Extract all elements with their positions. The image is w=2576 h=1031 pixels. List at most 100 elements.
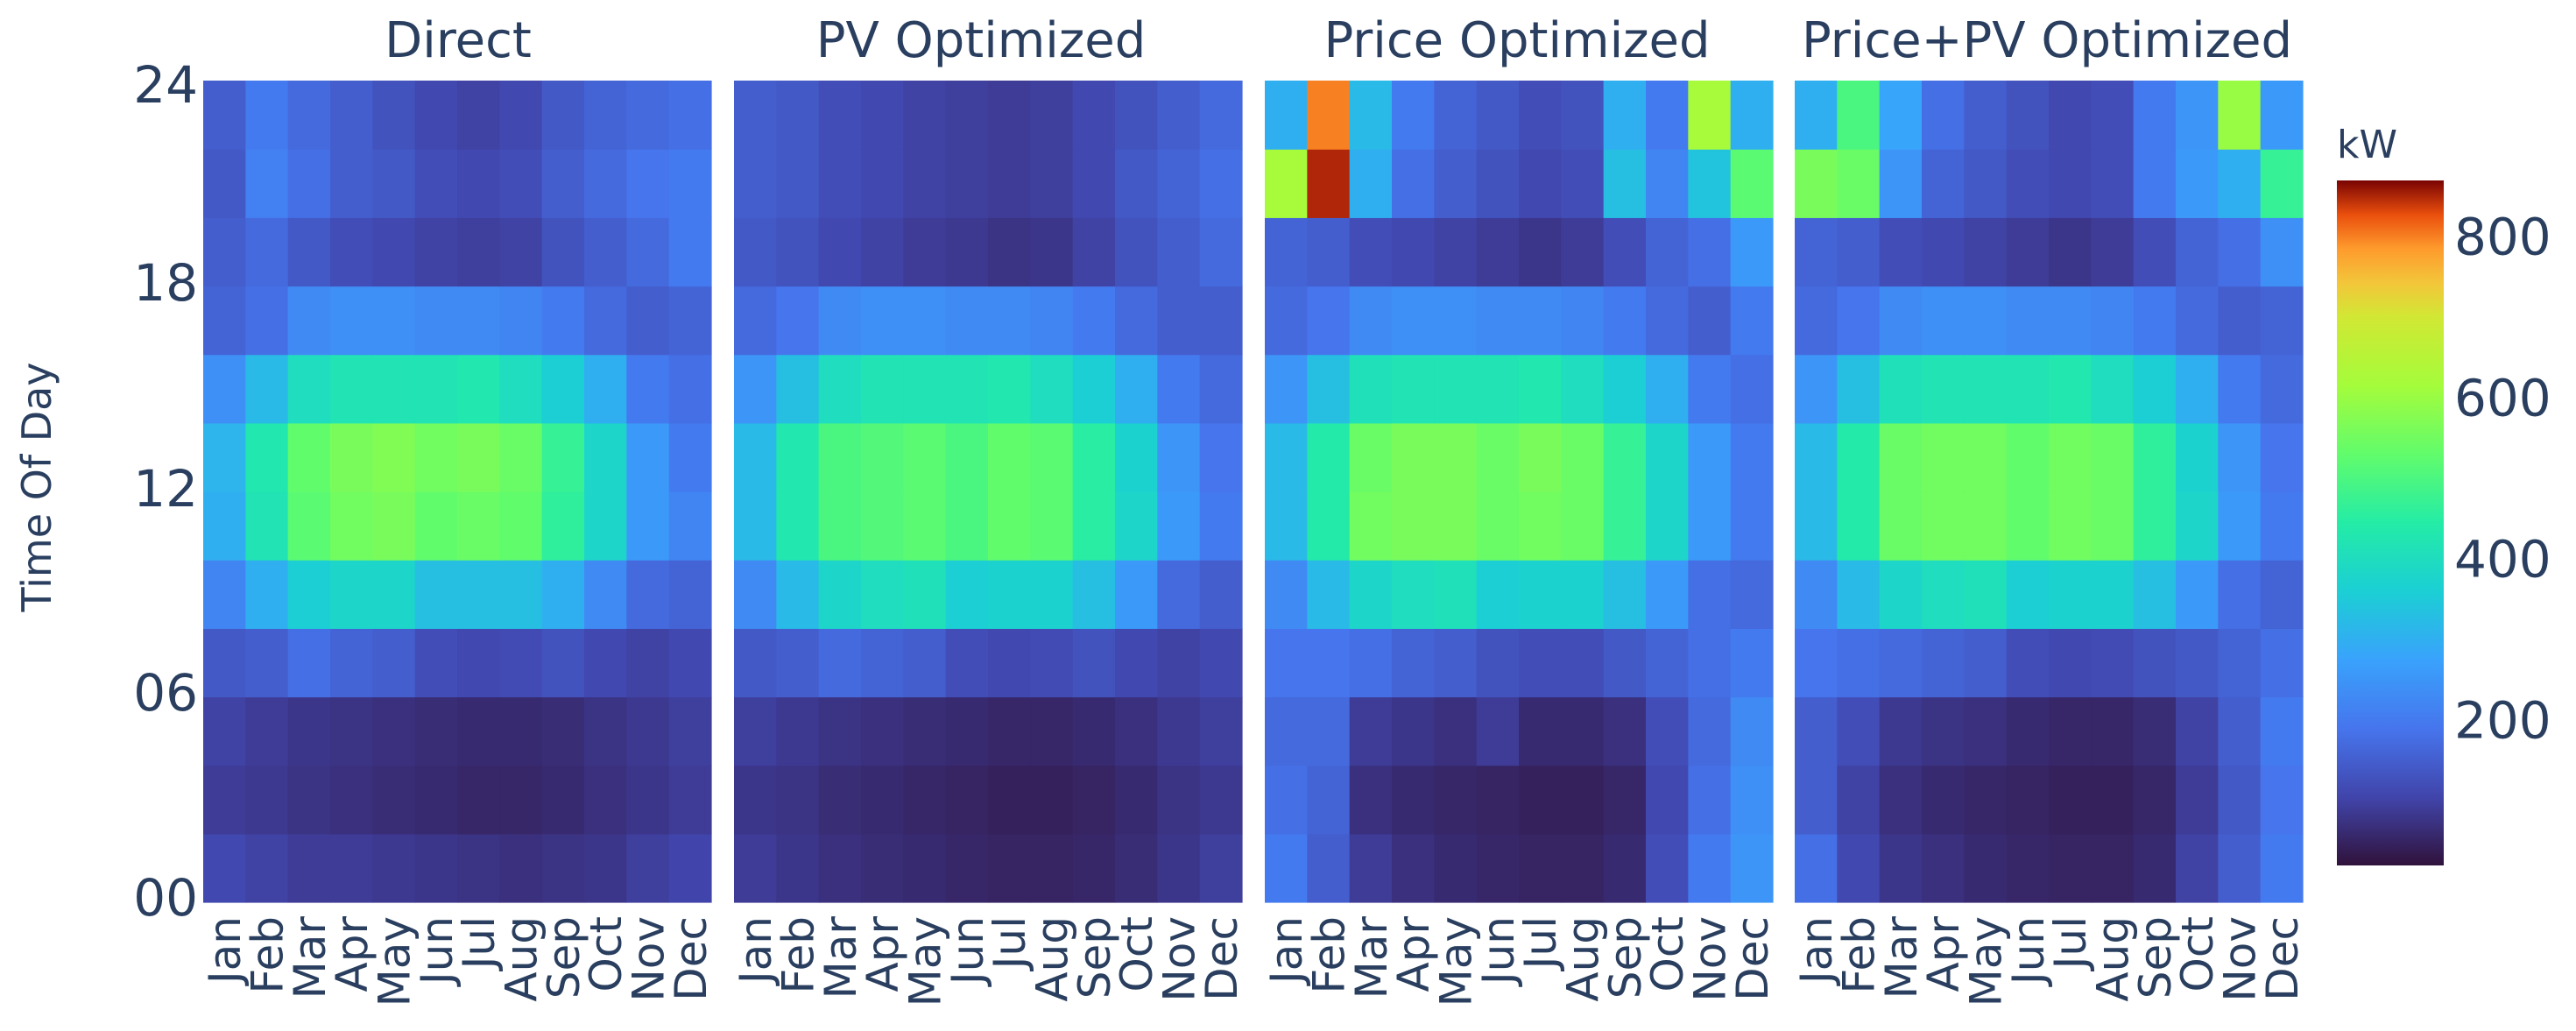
heatmap-cell [541,286,585,356]
heatmap-cell [1157,560,1201,629]
heatmap-cell [1072,149,1116,218]
heatmap-cell [1115,833,1158,903]
heatmap-cell [903,149,947,218]
heatmap-cell [2133,354,2177,424]
heatmap-cell [2049,491,2092,561]
month-tick-label: May [900,916,951,1006]
heatmap-cell [499,81,543,150]
heatmap-cell [499,286,543,356]
heatmap-cell [1646,149,1689,218]
heatmap-cell [287,286,331,356]
heatmap-cell [1476,765,1520,835]
heatmap-cell [1115,628,1158,698]
heatmap-cell [2133,286,2177,356]
heatmap-cell [414,354,458,424]
heatmap-cell [1519,217,1562,287]
heatmap-cell [2091,833,2135,903]
heatmap-cell [2091,491,2135,561]
heatmap-cell [203,491,246,561]
heatmap-cell [414,833,458,903]
month-tick-label: Dec [1727,916,1778,1001]
heatmap-cell [1688,217,1732,287]
heatmap-cell [903,286,947,356]
heatmap-cell [584,833,627,903]
heatmap-cell [584,286,627,356]
heatmap-cell [945,149,989,218]
heatmap-cell [584,149,627,218]
heatmap-cell [903,833,947,903]
heatmap-cell [818,149,862,218]
heatmap-cell [1730,491,1774,561]
heatmap-cell [1030,696,1074,766]
heatmap-cell [330,149,373,218]
heatmap-cell [1561,491,1605,561]
heatmap-cell [1476,833,1520,903]
heatmap-cell [1199,491,1243,561]
heatmap-cell [1392,149,1435,218]
heatmap-cell [1603,354,1647,424]
month-tick-label: Oct [1642,916,1693,992]
heatmap-cell [945,286,989,356]
heatmap-cell [668,696,712,766]
heatmap-cell [734,696,777,766]
heatmap-cell [776,696,820,766]
heatmap-cell [2006,833,2050,903]
heatmap-cell [1730,149,1774,218]
heatmap-cell [1879,696,1923,766]
heatmap-cell [1561,217,1605,287]
month-tick-label: May [1431,916,1482,1006]
month-tick-label: Nov [624,916,674,1002]
heatmap-cell [861,354,904,424]
heatmap-cell [1199,286,1243,356]
heatmap-cell [1072,765,1116,835]
heatmap-cell [1688,560,1732,629]
heatmap-cell [1646,217,1689,287]
heatmap-cell [1265,833,1308,903]
heatmap-cell [1434,491,1478,561]
heatmap-cell [414,696,458,766]
heatmap-cell [2176,765,2219,835]
heatmap-cell [861,81,904,150]
heatmap-cell [1561,765,1605,835]
heatmap-cell [945,217,989,287]
heatmap-cell [776,81,820,150]
heatmap-cell [1730,833,1774,903]
heatmap-cell [457,422,500,492]
heatmap-cell [2176,217,2219,287]
month-tick-label: Apr [1918,916,1969,992]
heatmap-cell [287,217,331,287]
heatmap-cell [1476,491,1520,561]
heatmap-cell [414,491,458,561]
heatmap-cell [1964,149,2008,218]
heatmap-cell [1730,628,1774,698]
month-tick-label: Sep [2130,916,2181,999]
heatmap-cell [668,560,712,629]
heatmap-cell [1476,422,1520,492]
heatmap-cell [988,628,1031,698]
heatmap-cell [2218,491,2262,561]
heatmap-cell [414,81,458,150]
heatmap-cell [287,628,331,698]
heatmap-cell [1199,422,1243,492]
heatmap-cell [1795,833,1838,903]
heatmap-cell [1795,628,1838,698]
heatmap-cell [1837,833,1881,903]
heatmap-cell [1434,422,1478,492]
heatmap-cell [668,422,712,492]
heatmap-cell [818,217,862,287]
heatmap-cell [1349,491,1393,561]
heatmap-cell [203,696,246,766]
heatmap-cell [457,696,500,766]
month-tick-label: Feb [773,916,824,994]
heatmap-cell [1265,286,1308,356]
heatmap-panel-direct [203,81,712,903]
month-tick-label: Jul [985,916,1035,971]
heatmap-cell [2176,696,2219,766]
heatmap-cell [2218,833,2262,903]
heatmap-cell [1157,81,1201,150]
month-tick-label: Sep [539,916,589,999]
heatmap-cell [1157,696,1201,766]
heatmap-cell [2091,217,2135,287]
heatmap-cell [2260,560,2304,629]
